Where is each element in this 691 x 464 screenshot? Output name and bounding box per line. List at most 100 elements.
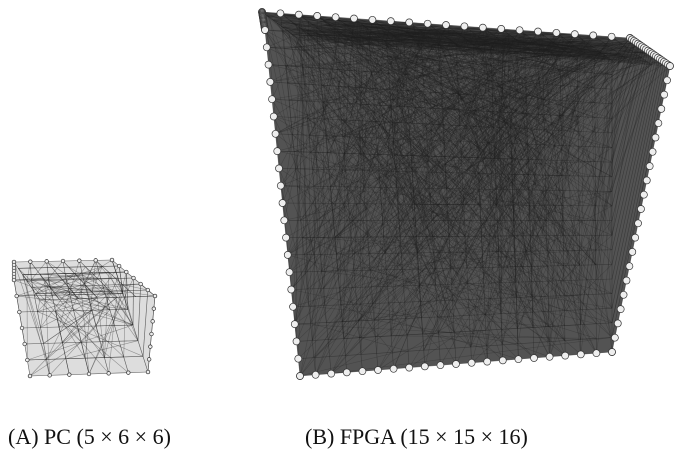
node (48, 374, 52, 378)
node (328, 370, 335, 377)
node (290, 303, 297, 310)
node (655, 120, 662, 127)
node (593, 350, 600, 357)
figure (0, 0, 691, 410)
node (632, 234, 639, 241)
node (263, 44, 270, 51)
node (443, 22, 450, 29)
node (461, 23, 468, 30)
node (286, 269, 293, 276)
node (635, 220, 642, 227)
node (68, 373, 72, 377)
node (147, 358, 151, 362)
node (284, 251, 291, 258)
node (149, 345, 153, 349)
node (590, 32, 597, 39)
node (277, 182, 284, 189)
node (667, 63, 674, 70)
node (277, 10, 284, 17)
node (281, 217, 288, 224)
node (608, 33, 615, 40)
node (484, 358, 491, 365)
node (28, 374, 32, 378)
node (29, 260, 33, 264)
node (359, 368, 366, 375)
node (390, 365, 397, 372)
mesh-large (259, 9, 674, 380)
node (132, 276, 136, 280)
page: (A) PC (5 × 6 × 6) (B) FPGA (15 × 15 × 1… (0, 0, 691, 464)
node (12, 278, 16, 282)
node (406, 364, 413, 371)
node (107, 372, 111, 376)
node (406, 19, 413, 26)
node (620, 291, 627, 298)
node (421, 363, 428, 370)
node (295, 11, 302, 18)
node (288, 286, 295, 293)
node (125, 270, 129, 274)
node (150, 332, 154, 336)
node (577, 351, 584, 358)
node (267, 78, 274, 85)
node (614, 320, 621, 327)
node (265, 61, 272, 68)
node (661, 91, 668, 98)
node (314, 12, 321, 19)
node (15, 294, 19, 298)
node (297, 373, 304, 380)
caption-b: (B) FPGA (15 × 15 × 16) (305, 424, 528, 450)
node (562, 352, 569, 359)
node (546, 353, 553, 360)
node (87, 372, 91, 376)
node (652, 134, 659, 141)
node (332, 14, 339, 21)
node (626, 263, 633, 270)
node (23, 342, 27, 346)
node (127, 371, 131, 375)
node (453, 361, 460, 368)
node (424, 20, 431, 27)
node (369, 16, 376, 23)
node (270, 113, 277, 120)
node (658, 105, 665, 112)
node (152, 307, 156, 311)
node (499, 357, 506, 364)
node (295, 355, 302, 362)
node (649, 148, 656, 155)
node (479, 24, 486, 31)
node (664, 77, 671, 84)
node (146, 288, 150, 292)
node (643, 177, 650, 184)
node (110, 258, 114, 262)
node (283, 234, 290, 241)
node (293, 338, 300, 345)
node (375, 367, 382, 374)
node (646, 163, 653, 170)
node (343, 369, 350, 376)
node (571, 31, 578, 38)
node (617, 306, 624, 313)
node (94, 259, 98, 263)
node (274, 148, 281, 155)
node (153, 294, 157, 298)
node (387, 18, 394, 25)
node (611, 334, 618, 341)
node (279, 200, 286, 207)
node (276, 165, 283, 172)
node (262, 27, 269, 34)
mesh-small (12, 258, 157, 378)
node (535, 28, 542, 35)
node (516, 27, 523, 34)
node (151, 320, 155, 324)
node (312, 371, 319, 378)
node (269, 96, 276, 103)
node (117, 264, 121, 268)
caption-a: (A) PC (5 × 6 × 6) (8, 424, 171, 450)
node (515, 356, 522, 363)
node (139, 282, 143, 286)
node (640, 191, 647, 198)
node (437, 362, 444, 369)
node (609, 349, 616, 356)
node (291, 321, 298, 328)
